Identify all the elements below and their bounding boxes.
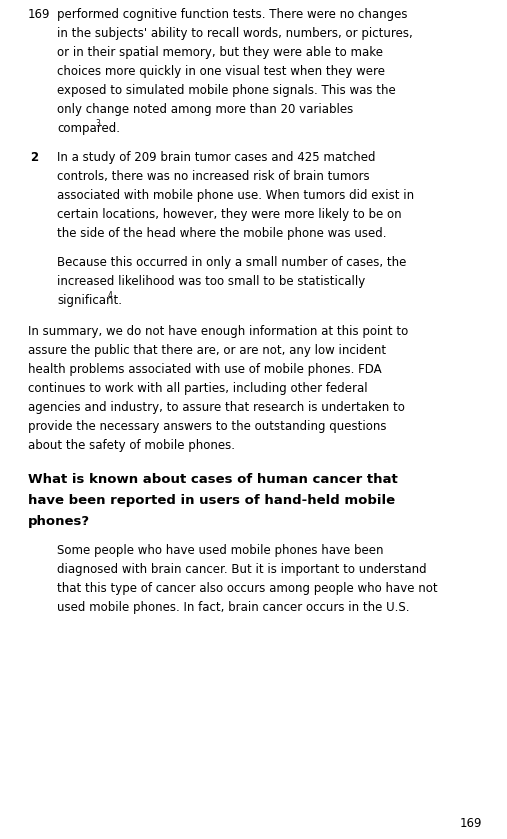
Text: increased likelihood was too small to be statistically: increased likelihood was too small to be… <box>57 275 365 288</box>
Text: certain locations, however, they were more likely to be on: certain locations, however, they were mo… <box>57 208 402 221</box>
Text: 169: 169 <box>28 8 51 21</box>
Text: What is known about cases of human cancer that: What is known about cases of human cance… <box>28 473 398 486</box>
Text: choices more quickly in one visual test when they were: choices more quickly in one visual test … <box>57 65 385 78</box>
Text: 4: 4 <box>107 291 113 300</box>
Text: compared.: compared. <box>57 122 120 135</box>
Text: diagnosed with brain cancer. But it is important to understand: diagnosed with brain cancer. But it is i… <box>57 563 426 576</box>
Text: significant.: significant. <box>57 294 122 307</box>
Text: provide the necessary answers to the outstanding questions: provide the necessary answers to the out… <box>28 420 386 433</box>
Text: 2: 2 <box>30 151 38 164</box>
Text: associated with mobile phone use. When tumors did exist in: associated with mobile phone use. When t… <box>57 189 414 202</box>
Text: In summary, we do not have enough information at this point to: In summary, we do not have enough inform… <box>28 325 408 338</box>
Text: assure the public that there are, or are not, any low incident: assure the public that there are, or are… <box>28 344 386 357</box>
Text: controls, there was no increased risk of brain tumors: controls, there was no increased risk of… <box>57 170 370 183</box>
Text: the side of the head where the mobile phone was used.: the side of the head where the mobile ph… <box>57 227 386 240</box>
Text: 3: 3 <box>95 119 100 128</box>
Text: that this type of cancer also occurs among people who have not: that this type of cancer also occurs amo… <box>57 582 438 595</box>
Text: in the subjects' ability to recall words, numbers, or pictures,: in the subjects' ability to recall words… <box>57 27 413 40</box>
Text: about the safety of mobile phones.: about the safety of mobile phones. <box>28 439 235 452</box>
Text: health problems associated with use of mobile phones. FDA: health problems associated with use of m… <box>28 363 382 376</box>
Text: In a study of 209 brain tumor cases and 425 matched: In a study of 209 brain tumor cases and … <box>57 151 376 164</box>
Text: only change noted among more than 20 variables: only change noted among more than 20 var… <box>57 103 353 116</box>
Text: or in their spatial memory, but they were able to make: or in their spatial memory, but they wer… <box>57 46 383 59</box>
Text: agencies and industry, to assure that research is undertaken to: agencies and industry, to assure that re… <box>28 401 405 414</box>
Text: Some people who have used mobile phones have been: Some people who have used mobile phones … <box>57 544 383 557</box>
Text: phones?: phones? <box>28 515 90 528</box>
Text: 169: 169 <box>460 817 483 830</box>
Text: performed cognitive function tests. There were no changes: performed cognitive function tests. Ther… <box>57 8 408 21</box>
Text: Because this occurred in only a small number of cases, the: Because this occurred in only a small nu… <box>57 256 407 269</box>
Text: have been reported in users of hand-held mobile: have been reported in users of hand-held… <box>28 494 395 507</box>
Text: used mobile phones. In fact, brain cancer occurs in the U.S.: used mobile phones. In fact, brain cance… <box>57 601 410 614</box>
Text: continues to work with all parties, including other federal: continues to work with all parties, incl… <box>28 382 368 395</box>
Text: exposed to simulated mobile phone signals. This was the: exposed to simulated mobile phone signal… <box>57 84 396 97</box>
